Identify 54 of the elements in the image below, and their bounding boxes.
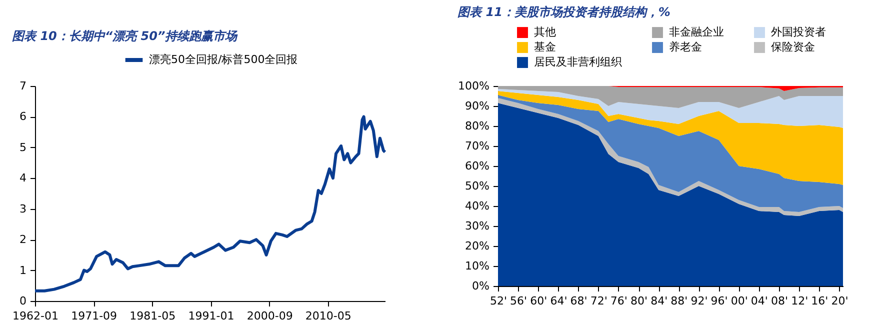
legend-label: 养老金 [669,40,702,54]
legend-label: 外国投资者 [771,26,826,39]
x-tick-label: 04' [750,294,768,308]
legend-label: 非金融企业 [669,26,724,39]
x-tick-label: 60' [530,294,548,308]
x-tick-label: 12' [791,294,808,308]
x-tick-label: 80' [630,294,648,308]
x-tick-label: 16' [811,294,828,308]
x-tick-label: 08' [771,294,788,308]
y-tick-label: 100% [458,80,490,92]
y-tick-label: 20% [465,240,490,252]
legend-label: 居民及非营利组织 [534,56,622,68]
y-tick-label: 1 [20,264,26,277]
y-tick-label: 90% [465,100,490,112]
x-tick-label: 96' [710,294,728,308]
x-tick-label: 1971-09 [71,310,118,322]
y-tick-label: 0% [472,280,490,292]
x-tick-label: 00' [730,294,748,308]
y-tick-label: 50% [465,180,490,192]
x-tick-label: 52' [490,294,508,308]
y-tick-label: 70% [465,140,490,152]
chart-title: 图表 11：美股市场投资者持股结构，% [458,5,670,19]
y-tick-label: 10% [465,260,490,272]
y-tick-label: 7 [20,80,26,92]
y-tick-label: 80% [465,120,490,132]
x-tick-label: 1991-01 [188,310,234,322]
y-tick-label: 40% [465,200,490,212]
y-tick-label: 2 [20,233,26,246]
x-tick-label: 84' [650,294,668,308]
x-tick-label: 2000-09 [246,310,293,322]
x-tick-label: 76' [610,294,628,308]
y-tick-label: 60% [465,160,490,172]
legend-label: 其他 [534,26,556,39]
x-tick-label: 56' [510,294,528,308]
line-series [34,115,386,292]
x-tick-label: 20' [831,294,848,308]
chart-title: 图表 10：长期中“漂亮 50”持续跑赢市场 [12,29,238,43]
legend-label: 漂亮50全回报/标普500全回报 [149,53,298,66]
x-tick-label: 72' [590,294,608,308]
y-tick-label: 30% [465,220,490,232]
y-tick-label: 4 [20,172,26,185]
y-tick-label: 3 [20,202,26,216]
legend-label: 基金 [534,40,556,54]
y-tick-label: 5 [20,140,26,154]
x-tick-label: 1962-01 [12,310,58,322]
y-tick-label: 0 [20,294,26,308]
x-tick-label: 92' [690,294,708,308]
y-tick-label: 6 [20,110,26,124]
x-tick-label: 68' [570,294,588,308]
x-tick-label: 1981-05 [130,310,176,322]
legend-label: 保险资金 [771,40,815,54]
x-tick-label: 64' [550,294,568,308]
x-tick-label: 88' [670,294,688,308]
x-tick-label: 2010-05 [305,310,352,322]
